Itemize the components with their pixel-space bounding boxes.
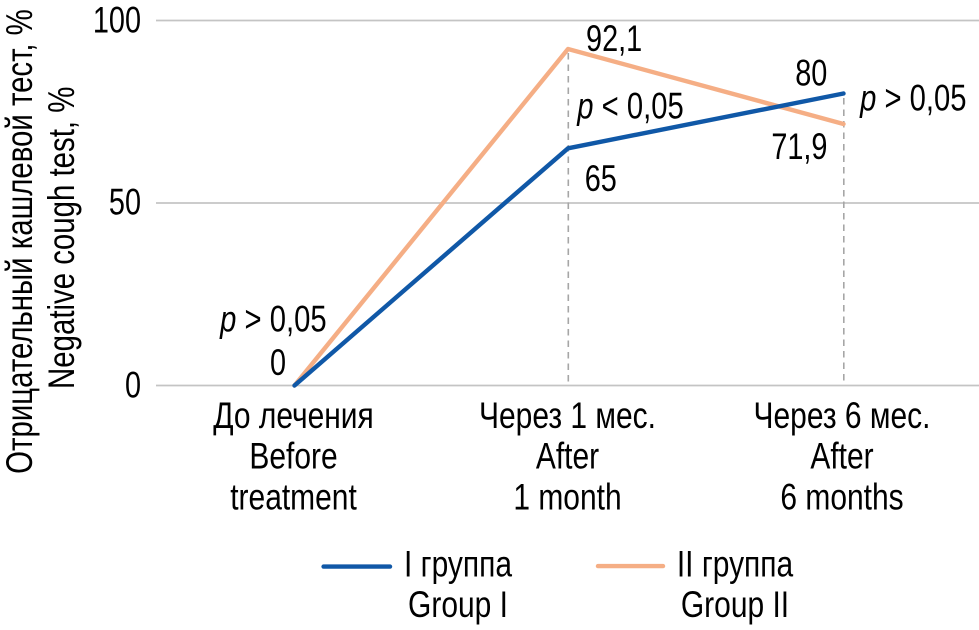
svg-text:Group I: Group I (408, 585, 508, 626)
svg-text:p > 0,05: p > 0,05 (219, 299, 326, 340)
svg-text:Через 1 мес.: Через 1 мес. (479, 396, 656, 437)
svg-text:100: 100 (93, 0, 141, 41)
svg-text:Group II: Group II (681, 585, 789, 626)
svg-text:80: 80 (795, 53, 827, 94)
svg-text:II группа: II группа (677, 545, 794, 586)
svg-text:50: 50 (109, 182, 141, 223)
svg-text:Negative cough test, %: Negative cough test, % (42, 87, 83, 389)
svg-text:treatment: treatment (230, 478, 357, 519)
svg-text:After: After (536, 437, 599, 478)
svg-text:92,1: 92,1 (586, 19, 642, 60)
svg-text:Через 6 мес.: Через 6 мес. (754, 396, 931, 437)
svg-text:До лечения: До лечения (213, 396, 374, 437)
svg-text:p < 0,05: p < 0,05 (576, 86, 683, 127)
svg-text:p > 0,05: p > 0,05 (859, 78, 966, 119)
svg-text:71,9: 71,9 (771, 126, 827, 167)
svg-text:After: After (810, 437, 873, 478)
svg-text:65: 65 (585, 158, 617, 199)
svg-text:0: 0 (270, 343, 286, 384)
svg-text:1 month: 1 month (513, 478, 621, 519)
svg-text:6 months: 6 months (780, 478, 903, 519)
svg-text:I группа: I группа (404, 545, 512, 586)
svg-text:Отрицательный кашлевой тест, %: Отрицательный кашлевой тест, % (0, 9, 41, 474)
svg-text:Before: Before (249, 437, 337, 478)
svg-text:0: 0 (125, 365, 141, 406)
